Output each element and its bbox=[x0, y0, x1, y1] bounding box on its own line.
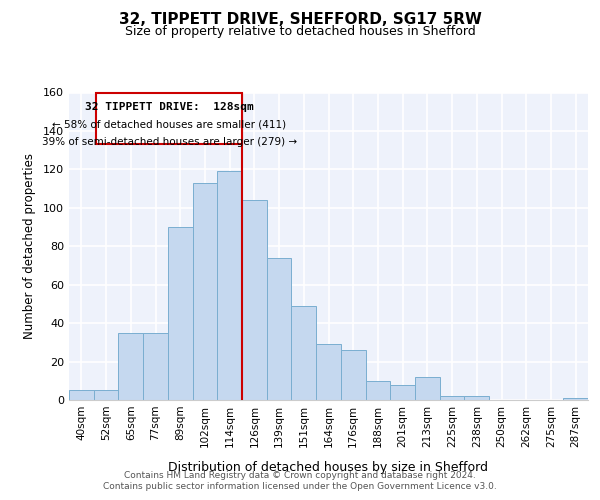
Bar bbox=[242, 200, 267, 400]
Bar bbox=[440, 396, 464, 400]
Bar bbox=[69, 390, 94, 400]
Bar bbox=[563, 398, 588, 400]
Text: 39% of semi-detached houses are larger (279) →: 39% of semi-detached houses are larger (… bbox=[41, 136, 296, 146]
Bar bbox=[415, 377, 440, 400]
Bar bbox=[193, 183, 217, 400]
Bar bbox=[365, 381, 390, 400]
Bar bbox=[390, 384, 415, 400]
Bar bbox=[316, 344, 341, 400]
Text: ← 58% of detached houses are smaller (411): ← 58% of detached houses are smaller (41… bbox=[52, 120, 286, 130]
Bar bbox=[94, 390, 118, 400]
Text: 32 TIPPETT DRIVE:  128sqm: 32 TIPPETT DRIVE: 128sqm bbox=[85, 102, 253, 112]
Bar bbox=[341, 350, 365, 400]
Bar bbox=[464, 396, 489, 400]
Text: Contains public sector information licensed under the Open Government Licence v3: Contains public sector information licen… bbox=[103, 482, 497, 491]
Bar bbox=[217, 172, 242, 400]
Text: Contains HM Land Registry data © Crown copyright and database right 2024.: Contains HM Land Registry data © Crown c… bbox=[124, 471, 476, 480]
Y-axis label: Number of detached properties: Number of detached properties bbox=[23, 153, 36, 339]
Bar bbox=[168, 227, 193, 400]
Text: 32, TIPPETT DRIVE, SHEFFORD, SG17 5RW: 32, TIPPETT DRIVE, SHEFFORD, SG17 5RW bbox=[119, 12, 481, 28]
Bar bbox=[292, 306, 316, 400]
FancyBboxPatch shape bbox=[96, 92, 242, 144]
Bar bbox=[267, 258, 292, 400]
X-axis label: Distribution of detached houses by size in Shefford: Distribution of detached houses by size … bbox=[169, 461, 488, 474]
Bar bbox=[118, 332, 143, 400]
Text: Size of property relative to detached houses in Shefford: Size of property relative to detached ho… bbox=[125, 25, 475, 38]
Bar bbox=[143, 332, 168, 400]
